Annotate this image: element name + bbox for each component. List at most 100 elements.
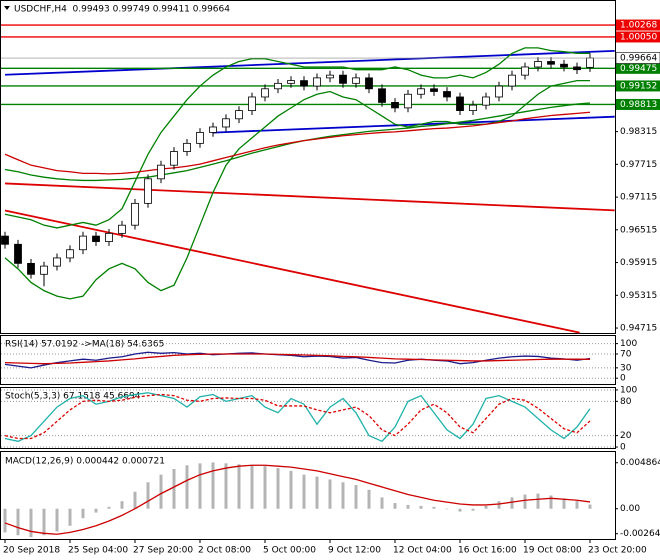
candle-body (443, 91, 451, 98)
chart-title: USDCHF,H4 0.99493 0.99749 0.99411 0.9966… (14, 5, 230, 15)
candle-body (53, 257, 61, 267)
histogram-bar (42, 508, 46, 536)
candle-body (157, 164, 165, 180)
candle-body (378, 88, 386, 103)
histogram-bar (471, 508, 475, 511)
candle-body (196, 132, 204, 144)
y-tick-label: 0.96515 (620, 225, 657, 235)
histogram-bar (120, 501, 124, 509)
histogram-bar (341, 482, 345, 509)
candle-body (313, 77, 321, 87)
candle-body (79, 235, 87, 251)
y-tick-label: 30 (620, 363, 632, 373)
indicator-line (4, 111, 591, 175)
histogram-bar (3, 508, 7, 533)
y-tick-label: 80 (620, 397, 632, 407)
candle-body (560, 63, 568, 68)
level-label-box (616, 80, 660, 92)
candle-body (365, 77, 373, 90)
y-tick-label: 100 (620, 385, 637, 395)
level-label: 1.00050 (620, 32, 657, 42)
trendline (212, 115, 615, 134)
trendline (4, 49, 615, 76)
y-tick-label: 0.97715 (620, 160, 657, 170)
histogram-bar (172, 469, 176, 509)
candle-body (495, 85, 503, 98)
candle-body (456, 96, 464, 112)
candle-body (105, 232, 113, 242)
main-panel (0, 0, 616, 334)
rsi-title: RSI(14) 57.0192 ->MA(18) 54.6365 (5, 340, 164, 350)
candle-body (235, 110, 243, 120)
candle-body (287, 80, 295, 84)
level-label: 0.99475 (620, 64, 657, 74)
level-label: 0.99152 (620, 81, 657, 91)
x-tick-label: 25 Sep 04:00 (68, 546, 128, 556)
histogram-bar (68, 508, 72, 526)
histogram-bar (549, 495, 553, 509)
macd-panel (0, 451, 616, 540)
histogram-bar (328, 479, 332, 509)
candle-body (404, 93, 412, 109)
candle-body (339, 74, 347, 84)
histogram-bar (523, 494, 527, 509)
y-tick-label: 20 (620, 431, 632, 441)
indicator-line (4, 351, 591, 369)
menu-icon (4, 6, 10, 10)
histogram-bar (393, 503, 397, 509)
candle-body (261, 88, 269, 98)
histogram-bar (146, 482, 150, 509)
candle-body (274, 82, 282, 90)
indicator-line (4, 392, 591, 443)
y-tick-label: 0 (620, 374, 626, 384)
candle-body (430, 88, 438, 92)
candle-body (27, 262, 35, 275)
level-label: 1.00268 (620, 21, 657, 31)
candle-body (131, 202, 139, 226)
indicator-line (4, 464, 591, 535)
y-tick-label: 0.98315 (620, 127, 657, 137)
candle-body (547, 61, 555, 65)
histogram-bar (16, 508, 20, 536)
y-tick-label: 100 (620, 339, 637, 349)
candle-body (248, 96, 256, 112)
candle-body (14, 243, 22, 264)
indicator-line (4, 393, 591, 440)
level-label-box (616, 19, 660, 31)
level-label: 0.98813 (620, 100, 657, 110)
histogram-bar (575, 501, 579, 509)
candle-body (209, 126, 217, 133)
candle-body (326, 74, 334, 79)
histogram-bar (133, 491, 137, 509)
candle-body (1, 235, 9, 245)
rsi-panel (0, 335, 616, 385)
histogram-bar (315, 476, 319, 509)
histogram-bar (185, 465, 189, 509)
x-tick-label: 2 Oct 08:00 (198, 546, 251, 556)
histogram-bar (211, 462, 215, 509)
candle-body (183, 142, 191, 152)
histogram-bar (250, 465, 254, 509)
candle-body (391, 102, 399, 109)
candle-body (118, 224, 126, 234)
stoch-title: Stoch(5,3,3) 67.1518 45.6694 (5, 392, 141, 402)
y-tick-label: 0.004864 (620, 458, 660, 468)
candle-body (352, 77, 360, 84)
y-tick-label: 0 (620, 443, 626, 453)
level-label-box (616, 98, 660, 110)
y-tick-label: 70 (620, 349, 632, 359)
histogram-bar (302, 474, 306, 509)
y-tick-label: -0.00264 (620, 529, 660, 539)
candle-body (482, 96, 490, 106)
level-label-box (616, 62, 660, 74)
candle-body (586, 57, 594, 68)
candle-body (534, 61, 542, 68)
x-tick-label: 9 Oct 12:00 (328, 546, 381, 556)
histogram-bar (497, 501, 501, 509)
histogram-bar (432, 506, 436, 509)
histogram-bar (536, 493, 540, 509)
x-tick-label: 19 Oct 08:00 (523, 546, 582, 556)
y-tick-label: 0.94715 (620, 324, 657, 334)
candle-body (92, 235, 100, 242)
histogram-bar (484, 505, 488, 509)
